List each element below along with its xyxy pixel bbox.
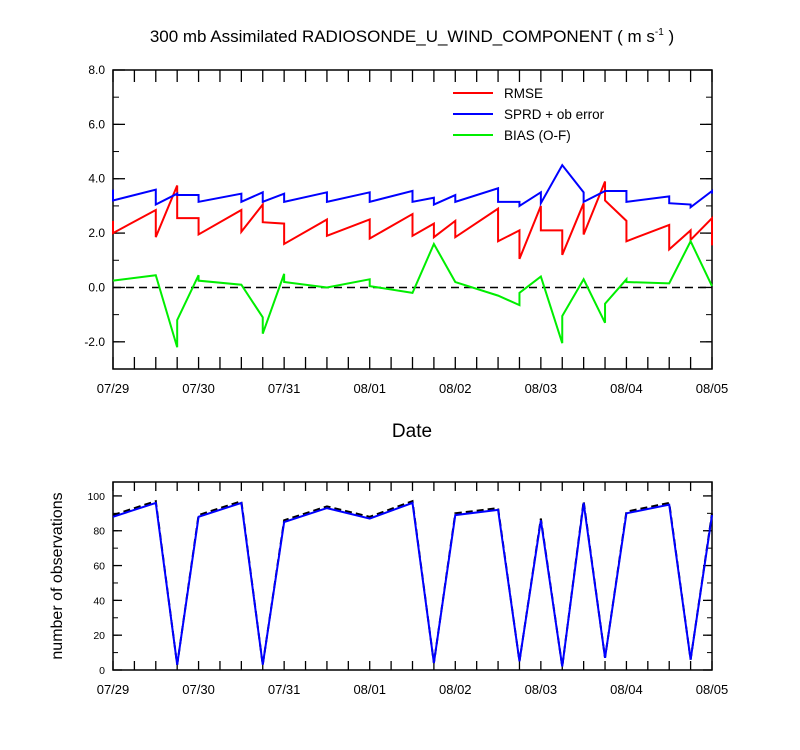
title-superscript: -1 xyxy=(655,27,664,38)
top-series xyxy=(112,163,713,348)
top-x-tick-labels: 07/29 07/30 07/31 08/01 08/02 08/03 08/04 08/05 xyxy=(97,381,729,396)
top-y-tick-labels: 8.0 6.0 4.0 2.0 0.0 -2.0 xyxy=(84,63,105,349)
observation-count-panel: 100 80 60 40 20 0 07/29 07/30 07/31 08/01 08/02 08… xyxy=(87,481,729,697)
x-tick-label: 08/01 xyxy=(353,682,386,697)
x-tick-label: 08/02 xyxy=(439,381,472,396)
y-tick-label: 0.0 xyxy=(88,280,105,294)
bottom-series xyxy=(112,499,713,667)
x-tick-label: 07/29 xyxy=(97,682,130,697)
x-axis-label: Date xyxy=(392,421,432,442)
y-tick-label: 80 xyxy=(93,526,105,538)
x-tick-label: 08/05 xyxy=(696,682,729,697)
legend-label: BIAS (O-F) xyxy=(504,128,571,143)
bottom-y-tick-labels: 100 80 60 40 20 0 xyxy=(87,491,105,677)
x-tick-label: 08/03 xyxy=(525,381,558,396)
title-end: ) xyxy=(664,27,674,46)
x-tick-label: 08/05 xyxy=(696,381,729,396)
x-tick-label: 08/04 xyxy=(610,381,643,396)
x-tick-label: 07/29 xyxy=(97,381,130,396)
x-tick-label: 07/30 xyxy=(182,682,215,697)
series-rmse xyxy=(112,181,713,260)
legend: RMSE SPRD + ob error BIAS (O-F) xyxy=(453,86,605,143)
x-tick-label: 08/03 xyxy=(525,682,558,697)
y-tick-label: 8.0 xyxy=(88,63,105,77)
y-tick-label: 4.0 xyxy=(88,172,105,186)
series-bias-o-f xyxy=(112,238,713,348)
x-tick-label: 07/30 xyxy=(182,381,215,396)
bottom-axis-ticks xyxy=(112,482,713,671)
y-tick-label: 60 xyxy=(93,561,105,573)
x-tick-label: 07/31 xyxy=(268,682,301,697)
y-axis-label: number of observations xyxy=(49,492,66,659)
y-tick-label: 0 xyxy=(99,665,105,677)
y-tick-label: 6.0 xyxy=(88,117,105,131)
y-tick-label: 20 xyxy=(93,630,105,642)
x-tick-label: 07/31 xyxy=(268,381,301,396)
x-tick-label: 08/04 xyxy=(610,682,643,697)
x-tick-label: 08/02 xyxy=(439,682,472,697)
chart-title: 300 mb Assimilated RADIOSONDE_U_WIND_COM… xyxy=(150,27,674,46)
y-tick-label: 40 xyxy=(93,595,105,607)
series-sprd-ob-error xyxy=(112,163,713,210)
legend-label: RMSE xyxy=(504,86,543,101)
rmse-spread-bias-panel: 8.0 6.0 4.0 2.0 0.0 -2.0 07/29 07/30 07/31 08/01… xyxy=(84,63,728,396)
legend-label: SPRD + ob error xyxy=(504,107,605,122)
series-used xyxy=(112,501,713,667)
bottom-x-tick-labels: 07/29 07/30 07/31 08/01 08/02 08/03 08/04 08/05 xyxy=(97,682,729,697)
y-tick-label: 100 xyxy=(87,491,105,503)
y-tick-label: -2.0 xyxy=(84,335,105,349)
x-tick-label: 08/01 xyxy=(353,381,386,396)
series-possible xyxy=(112,499,713,667)
y-tick-label: 2.0 xyxy=(88,226,105,240)
